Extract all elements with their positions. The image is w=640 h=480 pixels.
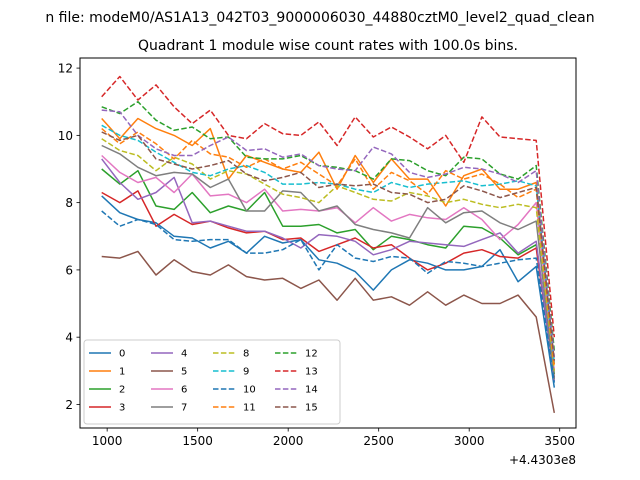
y-tick-label: 12 — [58, 62, 73, 76]
legend-label-7: 7 — [181, 403, 187, 414]
series-line-1 — [101, 117, 556, 365]
x-tick-label: 2500 — [363, 434, 394, 448]
legend-box — [83, 339, 341, 425]
series-line-10 — [101, 210, 556, 383]
x-tick-label: 1500 — [182, 434, 213, 448]
series-line-8 — [101, 138, 556, 371]
y-axis: 2 4 6 8 10 12 — [58, 62, 80, 412]
series-line-3 — [101, 190, 556, 378]
series-line-11 — [101, 128, 556, 368]
series-line-15 — [101, 131, 556, 361]
series-line-7 — [101, 144, 556, 380]
y-tick-label: 10 — [58, 129, 73, 143]
series-line-9 — [101, 124, 556, 365]
y-tick-label: 2 — [65, 398, 73, 412]
legend-label-8: 8 — [243, 349, 249, 360]
series-line-12 — [101, 100, 556, 351]
y-tick-label: 6 — [65, 263, 73, 277]
legend-label-6: 6 — [181, 385, 187, 396]
legend-label-3: 3 — [119, 403, 125, 414]
series-line-5 — [101, 250, 556, 414]
y-tick-label: 4 — [65, 331, 73, 345]
y-tick-label: 8 — [65, 196, 73, 210]
plot-frame — [79, 57, 577, 429]
legend-label-14: 14 — [305, 385, 318, 396]
plot-area — [101, 75, 556, 414]
legend-label-4: 4 — [181, 349, 187, 360]
x-offset-label: +4.4303e8 — [509, 453, 576, 467]
x-tick-label: 3500 — [544, 434, 575, 448]
series-line-6 — [101, 154, 556, 371]
legend-label-12: 12 — [305, 349, 318, 360]
legend-label-2: 2 — [119, 385, 125, 396]
x-tick-label: 2000 — [273, 434, 304, 448]
x-tick-label: 1000 — [92, 434, 123, 448]
series-line-0 — [101, 195, 556, 388]
legend-label-13: 13 — [305, 367, 318, 378]
legend-label-0: 0 — [119, 349, 125, 360]
legend-label-15: 15 — [305, 403, 318, 414]
legend-label-10: 10 — [243, 385, 256, 396]
x-axis: 1000 1500 2000 2500 3000 3500 — [92, 428, 575, 448]
legend-label-11: 11 — [243, 403, 256, 414]
x-tick-label: 3000 — [454, 434, 485, 448]
legend-label-9: 9 — [243, 367, 249, 378]
series-line-4 — [101, 158, 556, 381]
chart-title: Quadrant 1 module wise count rates with … — [138, 38, 518, 54]
figure-suptitle: n file: modeM0/AS1A13_042T03_9000006030_… — [45, 10, 594, 26]
legend-label-5: 5 — [181, 367, 187, 378]
series-line-2 — [101, 168, 556, 375]
legend-label-1: 1 — [119, 367, 125, 378]
series-line-13 — [101, 75, 556, 338]
